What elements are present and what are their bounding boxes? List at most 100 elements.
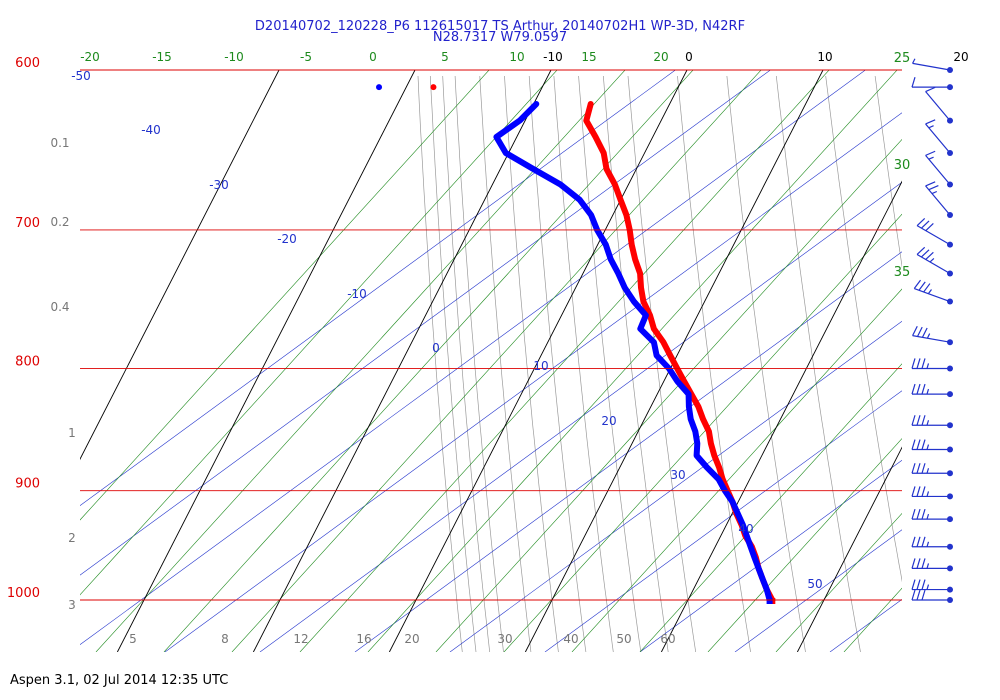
moist-adiabat-line-7 (544, 390, 902, 652)
mixing-ratio-line-13 (775, 75, 861, 652)
mixing-ratio-line-4 (479, 75, 532, 652)
temperature-label--10: -10 (543, 50, 563, 64)
mixing-ratio-label-bottom-50: 50 (616, 632, 631, 646)
plot-area (80, 52, 1000, 652)
theta-e-label--10: -10 (347, 287, 367, 301)
mixing-ratio-line-0 (417, 75, 463, 652)
temperature-label-10: 10 (817, 50, 832, 64)
dry-adiabat-line-7 (435, 138, 902, 652)
moist-adiabat-line-3 (164, 112, 902, 652)
pressure-label-700: 700 (15, 216, 40, 231)
theta-e-label-50: 50 (807, 577, 822, 591)
wind-barb-16 (911, 508, 953, 523)
mixing-ratio-line-7 (553, 75, 614, 652)
theta-e-label-0: 0 (432, 341, 440, 355)
mixing-ratio-line-16 (949, 76, 1000, 652)
theta-e-label--50: -50 (71, 69, 91, 83)
wind-barb-2 (925, 86, 953, 124)
wind-barb-12 (911, 415, 953, 429)
isotherm-line-0 (388, 70, 688, 652)
dry-adiabat-line-10 (639, 363, 902, 652)
dry-adiabat-line-2 (95, 70, 626, 652)
marker-dot-0 (376, 84, 383, 91)
mixing-ratio-line-14 (825, 75, 902, 583)
dry-adiabat-line-12 (775, 512, 902, 652)
dry-adiabat-line-4 (231, 70, 762, 652)
dewpoint-profile (493, 101, 773, 603)
wind-barb-20 (911, 589, 953, 603)
wind-barb-15 (911, 486, 953, 500)
mixing-ratio-label-bottom-8: 8 (221, 632, 229, 646)
pressure-label-1000: 1000 (7, 586, 40, 601)
mixing-ratio-label-bottom-5: 5 (129, 632, 137, 646)
wind-barb-17 (911, 536, 953, 550)
theta-e-label--40: -40 (141, 123, 161, 137)
dry-adiabat-label-right-30: 30 (894, 158, 911, 173)
mixing-ratio-label-bottom-30: 30 (497, 632, 512, 646)
mixing-ratio-line-8 (578, 75, 642, 652)
dry-adiabat-label-right-25: 25 (894, 51, 911, 66)
mixing-ratio-line-11 (677, 75, 751, 652)
dry-adiabat-line-3 (163, 70, 694, 652)
footer-version: Aspen 3.1, 02 Jul 2014 12:35 UTC (10, 673, 229, 688)
mixing-ratio-label-1: 1 (68, 426, 76, 440)
mixing-ratio-label-0.2: 0.2 (50, 215, 69, 229)
temperature-label-0: 0 (685, 50, 693, 64)
mixing-ratio-line-1 (429, 75, 477, 652)
mixing-ratio-label-0.1: 0.1 (50, 136, 69, 150)
wind-barb-11 (911, 383, 953, 398)
wind-barb-8 (913, 279, 953, 305)
dry-adiabat-line-8 (503, 213, 902, 652)
moist-adiabat-line-1 (80, 70, 771, 576)
moist-adiabat-line-10 (829, 598, 902, 652)
dry-adiabat-label--5: -5 (300, 50, 312, 64)
mixing-ratio-label-bottom-16: 16 (356, 632, 371, 646)
dry-adiabat-label--15: -15 (152, 50, 172, 64)
mixing-ratio-line-5 (504, 75, 559, 652)
dewpoint-profile-end (766, 598, 773, 604)
dry-adiabat-label-0: 0 (369, 50, 377, 64)
wind-barb-10 (911, 358, 953, 372)
mixing-ratio-label-bottom-60: 60 (660, 632, 675, 646)
moist-adiabat-line-9 (734, 529, 902, 652)
isotherm-line--20 (116, 70, 416, 652)
dry-adiabat-label--10: -10 (224, 50, 244, 64)
moist-adiabat-line-5 (354, 251, 902, 652)
dry-adiabat-line-9 (571, 288, 902, 652)
isotherm-line--30 (80, 70, 280, 461)
dry-adiabat-line-6 (367, 70, 898, 652)
moist-adiabat-line-8 (639, 459, 902, 652)
mixing-ratio-label-3: 3 (68, 598, 76, 612)
mixing-ratio-label-2: 2 (68, 531, 76, 545)
wind-barb-19 (911, 579, 953, 593)
dry-adiabat-line-5 (299, 70, 830, 652)
chart-subtitle: N28.7317 W79.0597 (432, 30, 568, 45)
moist-adiabat-line-2 (80, 70, 866, 646)
temperature-label-20: 20 (953, 50, 968, 64)
wind-barb-9 (912, 326, 953, 346)
mixing-ratio-line-2 (442, 75, 491, 652)
dry-adiabat-line-11 (707, 438, 902, 652)
mixing-ratio-label-bottom-12: 12 (293, 632, 308, 646)
theta-e-label-30: 30 (670, 468, 685, 482)
pressure-label-600: 600 (15, 56, 40, 71)
moist-adiabat-line-11 (925, 52, 1000, 652)
mixing-ratio-label-bottom-20: 20 (404, 632, 419, 646)
mixing-ratio-line-12 (726, 75, 806, 652)
wind-barb-4 (925, 150, 953, 188)
mixing-ratio-label-bottom-40: 40 (563, 632, 578, 646)
wind-barb-3 (925, 119, 953, 157)
wind-barb-13 (911, 439, 953, 453)
isotherm-line--10 (252, 70, 552, 652)
dry-adiabat-label-5: 5 (441, 50, 449, 64)
wind-barb-18 (911, 558, 953, 572)
pressure-label-900: 900 (15, 477, 40, 492)
dry-adiabat-line-1 (80, 70, 558, 596)
isotherm-line-20 (660, 180, 902, 652)
mixing-ratio-line-10 (627, 75, 697, 652)
theta-e-label--30: -30 (209, 178, 229, 192)
wind-barb-6 (916, 218, 953, 248)
dry-adiabat-label--20: -20 (80, 50, 100, 64)
mixing-ratio-line-15 (874, 75, 902, 269)
